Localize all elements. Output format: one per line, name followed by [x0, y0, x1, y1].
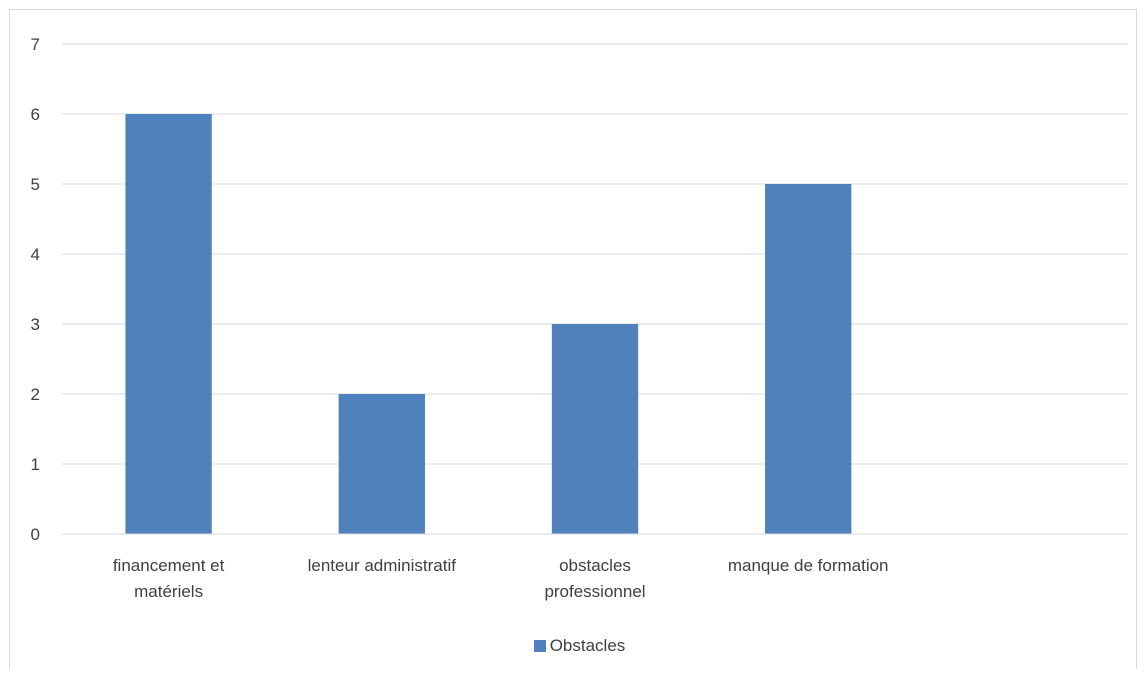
y-tick-label: 2: [31, 385, 40, 404]
bar: [551, 324, 639, 534]
bar: [765, 184, 852, 534]
x-axis: financement et matériels lenteur administr…: [62, 533, 1128, 601]
bars: [125, 114, 852, 534]
x-tick-label: manque de formation: [728, 556, 889, 575]
y-tick-label: 3: [31, 315, 40, 334]
legend-label: Obstacles: [549, 636, 626, 655]
legend: Obstacles: [0, 636, 1147, 657]
y-tick-label: 5: [31, 175, 40, 194]
y-tick-label: 6: [31, 105, 40, 124]
y-tick-label: 7: [31, 35, 40, 54]
legend-item-obstacles: Obstacles: [533, 636, 626, 656]
y-tick-label: 0: [31, 525, 40, 544]
y-tick-label: 1: [31, 455, 40, 474]
bar: [125, 114, 212, 534]
x-tick-label: lenteur administratif: [308, 556, 457, 575]
legend-swatch: [533, 640, 546, 652]
x-tick-label: financement et matériels: [113, 556, 225, 601]
x-tick-label: obstacles professionnel: [544, 556, 645, 601]
y-tick-label: 4: [31, 245, 40, 264]
y-axis: 0 1 2 3 4 5 6 7: [31, 35, 40, 544]
bar: [338, 394, 425, 534]
chart-area: [9, 9, 1137, 669]
